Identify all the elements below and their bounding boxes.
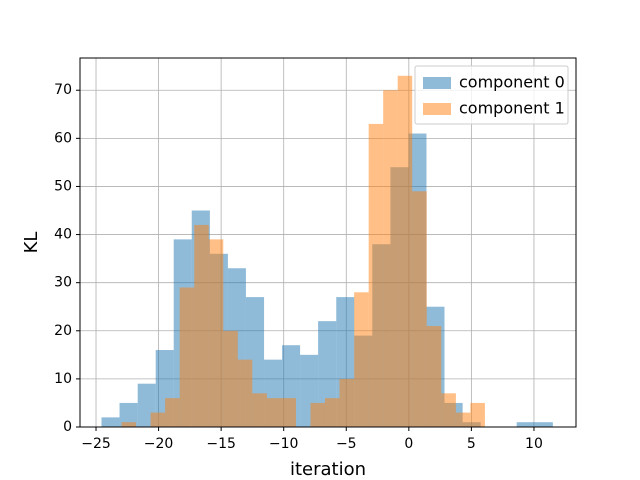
- x-tick-label: −20: [144, 436, 174, 452]
- legend-label: component 1: [459, 99, 565, 118]
- histogram-bar: [412, 191, 427, 427]
- ticks: −25 −20 −15 −10 −5 0 5 10 0 10 20 30 40 50 60 70: [54, 82, 543, 452]
- y-tick-label: 10: [54, 371, 72, 387]
- histogram-bar: [470, 402, 485, 427]
- y-tick-label: 0: [63, 419, 72, 435]
- x-axis-label: iteration: [290, 459, 366, 480]
- x-tick-label: −15: [206, 436, 236, 452]
- y-tick-label: 60: [54, 130, 72, 146]
- histogram-bar: [266, 398, 282, 427]
- histogram-bar: [252, 393, 267, 427]
- histogram-bar: [397, 75, 413, 427]
- histogram-bar: [223, 330, 238, 427]
- histogram-bar: [339, 378, 355, 427]
- x-tick-label: 0: [404, 436, 413, 452]
- histogram-bar: [237, 359, 253, 427]
- bars: [101, 75, 553, 428]
- histogram-bar: [455, 412, 471, 427]
- histogram-bar: [208, 239, 224, 427]
- histogram-bar: [281, 398, 296, 427]
- x-tick-label: −10: [269, 436, 299, 452]
- histogram-bar: [310, 402, 325, 427]
- y-tick-label: 70: [54, 82, 72, 98]
- histogram-bar: [101, 417, 120, 427]
- y-axis-label: KL: [21, 232, 42, 254]
- plot-frame: [79, 57, 577, 428]
- y-tick-label: 40: [54, 227, 72, 243]
- histogram-bar: [426, 325, 442, 427]
- histogram-bar: [121, 422, 137, 427]
- histogram-bar: [368, 123, 384, 428]
- histogram-bar: [150, 412, 166, 427]
- x-tick-label: 10: [525, 436, 543, 452]
- legend: component 0 component 1: [414, 65, 569, 125]
- histogram-bar: [119, 402, 138, 427]
- histogram-bar: [441, 393, 456, 427]
- histogram-bar: [194, 224, 209, 427]
- y-tick-label: 30: [54, 275, 72, 291]
- histogram-bar: [516, 422, 535, 427]
- legend-label: component 0: [459, 73, 565, 92]
- y-tick-label: 50: [54, 178, 72, 194]
- legend-swatch: [423, 103, 451, 115]
- histogram-bar: [534, 422, 553, 427]
- legend-box: [414, 65, 569, 125]
- histogram-bar: [383, 90, 398, 428]
- histogram-bar: [179, 287, 195, 427]
- x-tick-label: −5: [336, 436, 357, 452]
- y-tick-label: 20: [54, 323, 72, 339]
- histogram-bar: [165, 398, 180, 427]
- legend-swatch: [423, 77, 451, 89]
- x-tick-label: 5: [467, 436, 476, 452]
- histogram-bar: [324, 398, 340, 427]
- x-tick-label: −25: [81, 436, 111, 452]
- histogram-bar: [354, 292, 369, 427]
